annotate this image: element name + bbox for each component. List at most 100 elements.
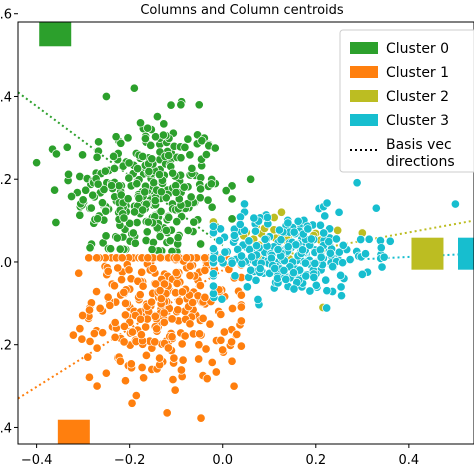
data-point: [167, 332, 177, 342]
data-point: [93, 214, 103, 224]
data-point: [155, 253, 166, 263]
data-point: [324, 237, 334, 247]
data-point: [162, 408, 172, 418]
data-point: [63, 169, 74, 179]
data-point: [119, 213, 129, 223]
data-point: [156, 294, 166, 304]
data-point: [252, 241, 262, 251]
data-point: [283, 218, 293, 228]
data-point: [150, 311, 160, 321]
data-point: [208, 269, 218, 279]
legend-label-3: Cluster 3: [386, 113, 449, 129]
data-point: [187, 163, 197, 174]
data-point: [333, 225, 343, 235]
data-point: [232, 329, 242, 339]
data-point: [273, 273, 283, 283]
data-point: [166, 100, 176, 110]
centroid-marker-0: [39, 22, 72, 47]
data-point: [281, 274, 291, 284]
legend: Cluster 0 Cluster 1 Cluster 2 Cluster 3 Basi…: [339, 29, 474, 173]
data-point: [331, 234, 341, 244]
data-point: [320, 211, 330, 221]
data-point: [32, 158, 42, 168]
data-point: [92, 381, 102, 391]
data-point: [211, 367, 221, 377]
data-point: [200, 253, 210, 263]
data-point: [203, 195, 213, 205]
data-point: [379, 252, 389, 262]
data-point: [250, 226, 261, 236]
data-point: [120, 310, 130, 320]
data-point: [159, 317, 169, 328]
data-point: [129, 207, 140, 217]
data-point: [133, 164, 143, 174]
data-point: [163, 343, 173, 353]
data-point: [266, 253, 276, 263]
data-point: [95, 303, 105, 313]
data-point: [159, 308, 169, 318]
data-point: [338, 258, 348, 268]
legend-swatch-0: [350, 42, 378, 54]
data-point: [134, 193, 144, 203]
data-point: [309, 272, 319, 282]
data-point: [227, 181, 237, 191]
data-point: [230, 271, 240, 281]
data-point: [276, 235, 286, 245]
data-point: [141, 322, 151, 332]
data-point: [140, 187, 150, 197]
data-point: [198, 313, 208, 323]
legend-label-0: Cluster 0: [386, 41, 449, 57]
data-point: [136, 330, 146, 340]
data-point: [237, 259, 247, 269]
data-point: [207, 202, 217, 212]
data-point: [114, 181, 124, 191]
data-point: [146, 140, 156, 150]
data-point: [164, 150, 174, 160]
data-point: [291, 240, 301, 250]
data-point: [147, 297, 157, 307]
y-tick-label: −0.4: [0, 421, 12, 436]
data-point: [208, 244, 218, 254]
data-point: [178, 355, 188, 365]
data-point: [126, 359, 136, 369]
data-point: [150, 196, 160, 206]
data-point: [171, 268, 181, 278]
data-point: [227, 356, 237, 366]
data-point: [196, 413, 206, 423]
data-point: [236, 341, 246, 351]
data-point: [111, 132, 121, 142]
data-point: [130, 238, 140, 248]
data-point: [106, 181, 117, 191]
data-point: [305, 286, 315, 296]
data-point: [364, 234, 374, 244]
data-point: [84, 253, 94, 263]
data-point: [260, 234, 270, 244]
data-point: [177, 287, 187, 297]
chart-title: Columns and Column centroids: [140, 3, 344, 18]
x-tick-label: 0.4: [399, 453, 420, 468]
data-point: [139, 373, 149, 383]
data-point: [194, 354, 204, 364]
data-point: [293, 216, 303, 226]
data-point: [236, 316, 246, 326]
data-point: [321, 275, 331, 285]
data-point: [255, 264, 265, 274]
data-point: [119, 287, 129, 297]
data-point: [113, 263, 123, 273]
data-point: [62, 142, 72, 152]
data-point: [201, 150, 211, 160]
data-point: [217, 294, 227, 304]
data-point: [50, 185, 60, 195]
data-point: [144, 166, 154, 177]
data-point: [220, 247, 230, 257]
data-point: [176, 365, 186, 375]
y-axis: −0.4 −0.2 0.0 0.2 0.4 0.6: [0, 8, 18, 436]
data-point: [75, 171, 85, 182]
data-point: [98, 328, 108, 338]
data-point: [336, 291, 347, 301]
data-point: [227, 258, 237, 268]
data-point: [124, 265, 134, 275]
data-point: [74, 268, 84, 278]
data-point: [325, 248, 335, 258]
